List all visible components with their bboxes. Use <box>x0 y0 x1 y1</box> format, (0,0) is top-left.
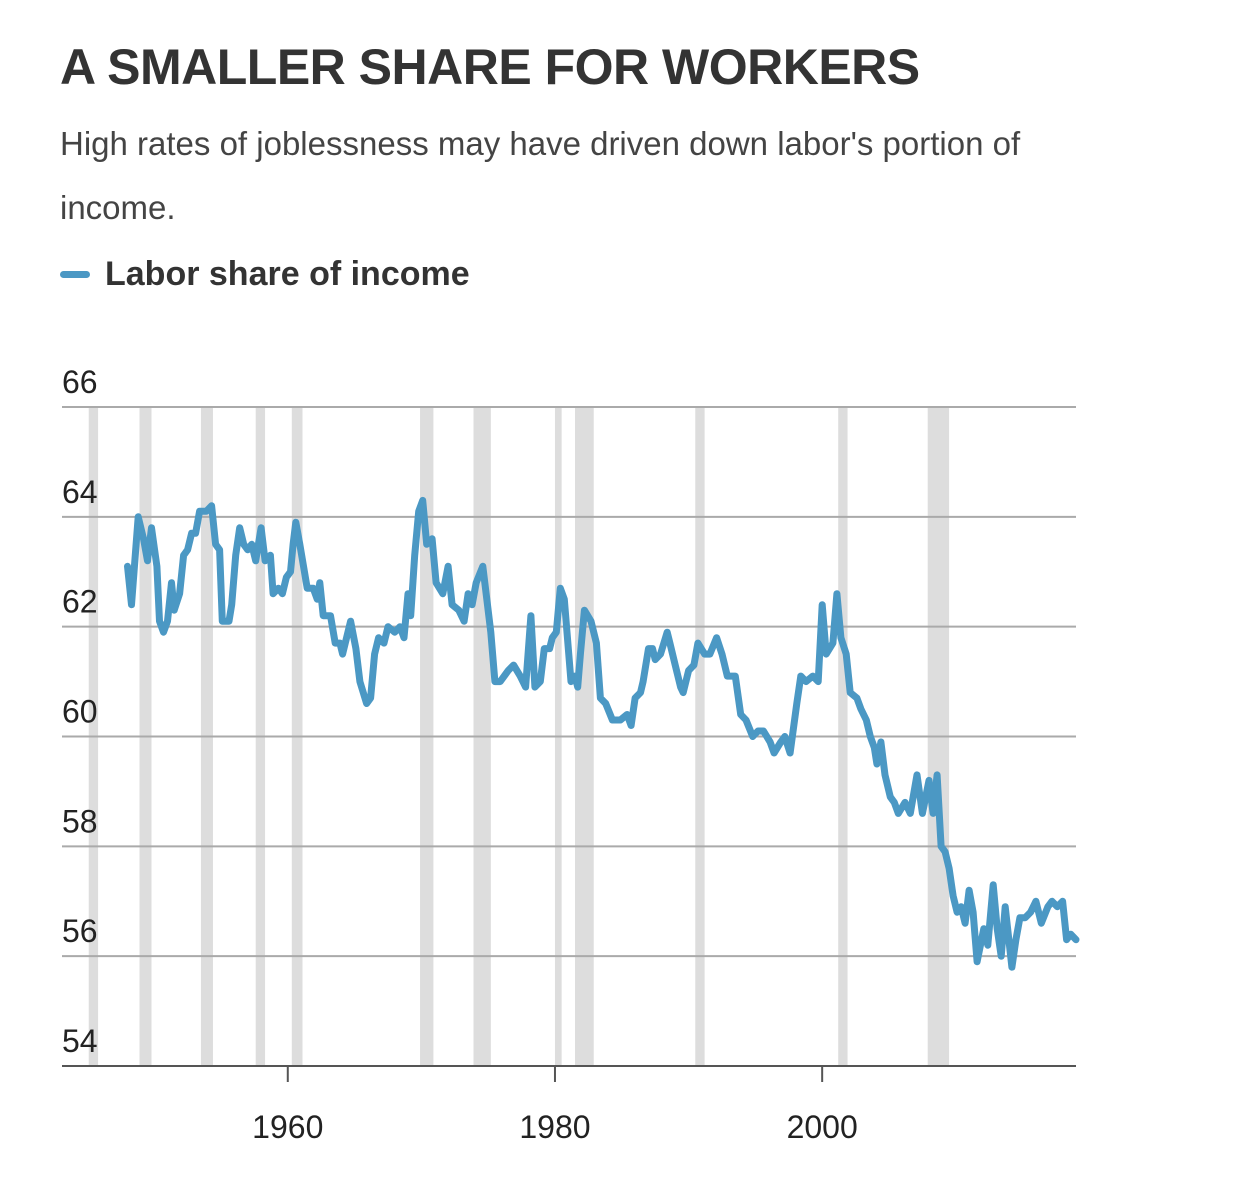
legend: Labor share of income <box>60 255 470 294</box>
y-tick-label: 64 <box>62 474 98 510</box>
y-tick-label: 60 <box>62 694 98 730</box>
chart-subtitle: High rates of joblessness may have drive… <box>60 125 1021 226</box>
y-tick-label: 54 <box>62 1023 98 1059</box>
x-tick-label: 1980 <box>519 1109 590 1145</box>
legend-swatch <box>60 271 90 278</box>
x-tick-label: 1960 <box>252 1109 323 1145</box>
y-tick-label: 62 <box>62 584 98 620</box>
x-tick-label: 2000 <box>787 1109 858 1145</box>
chart-title: A SMALLER SHARE FOR WORKERS <box>60 39 920 95</box>
y-tick-label: 66 <box>62 364 98 400</box>
legend-label: Labor share of income <box>105 255 470 293</box>
y-tick-label: 58 <box>62 803 98 839</box>
y-tick-label: 56 <box>62 913 98 949</box>
data-line <box>124 496 1080 971</box>
